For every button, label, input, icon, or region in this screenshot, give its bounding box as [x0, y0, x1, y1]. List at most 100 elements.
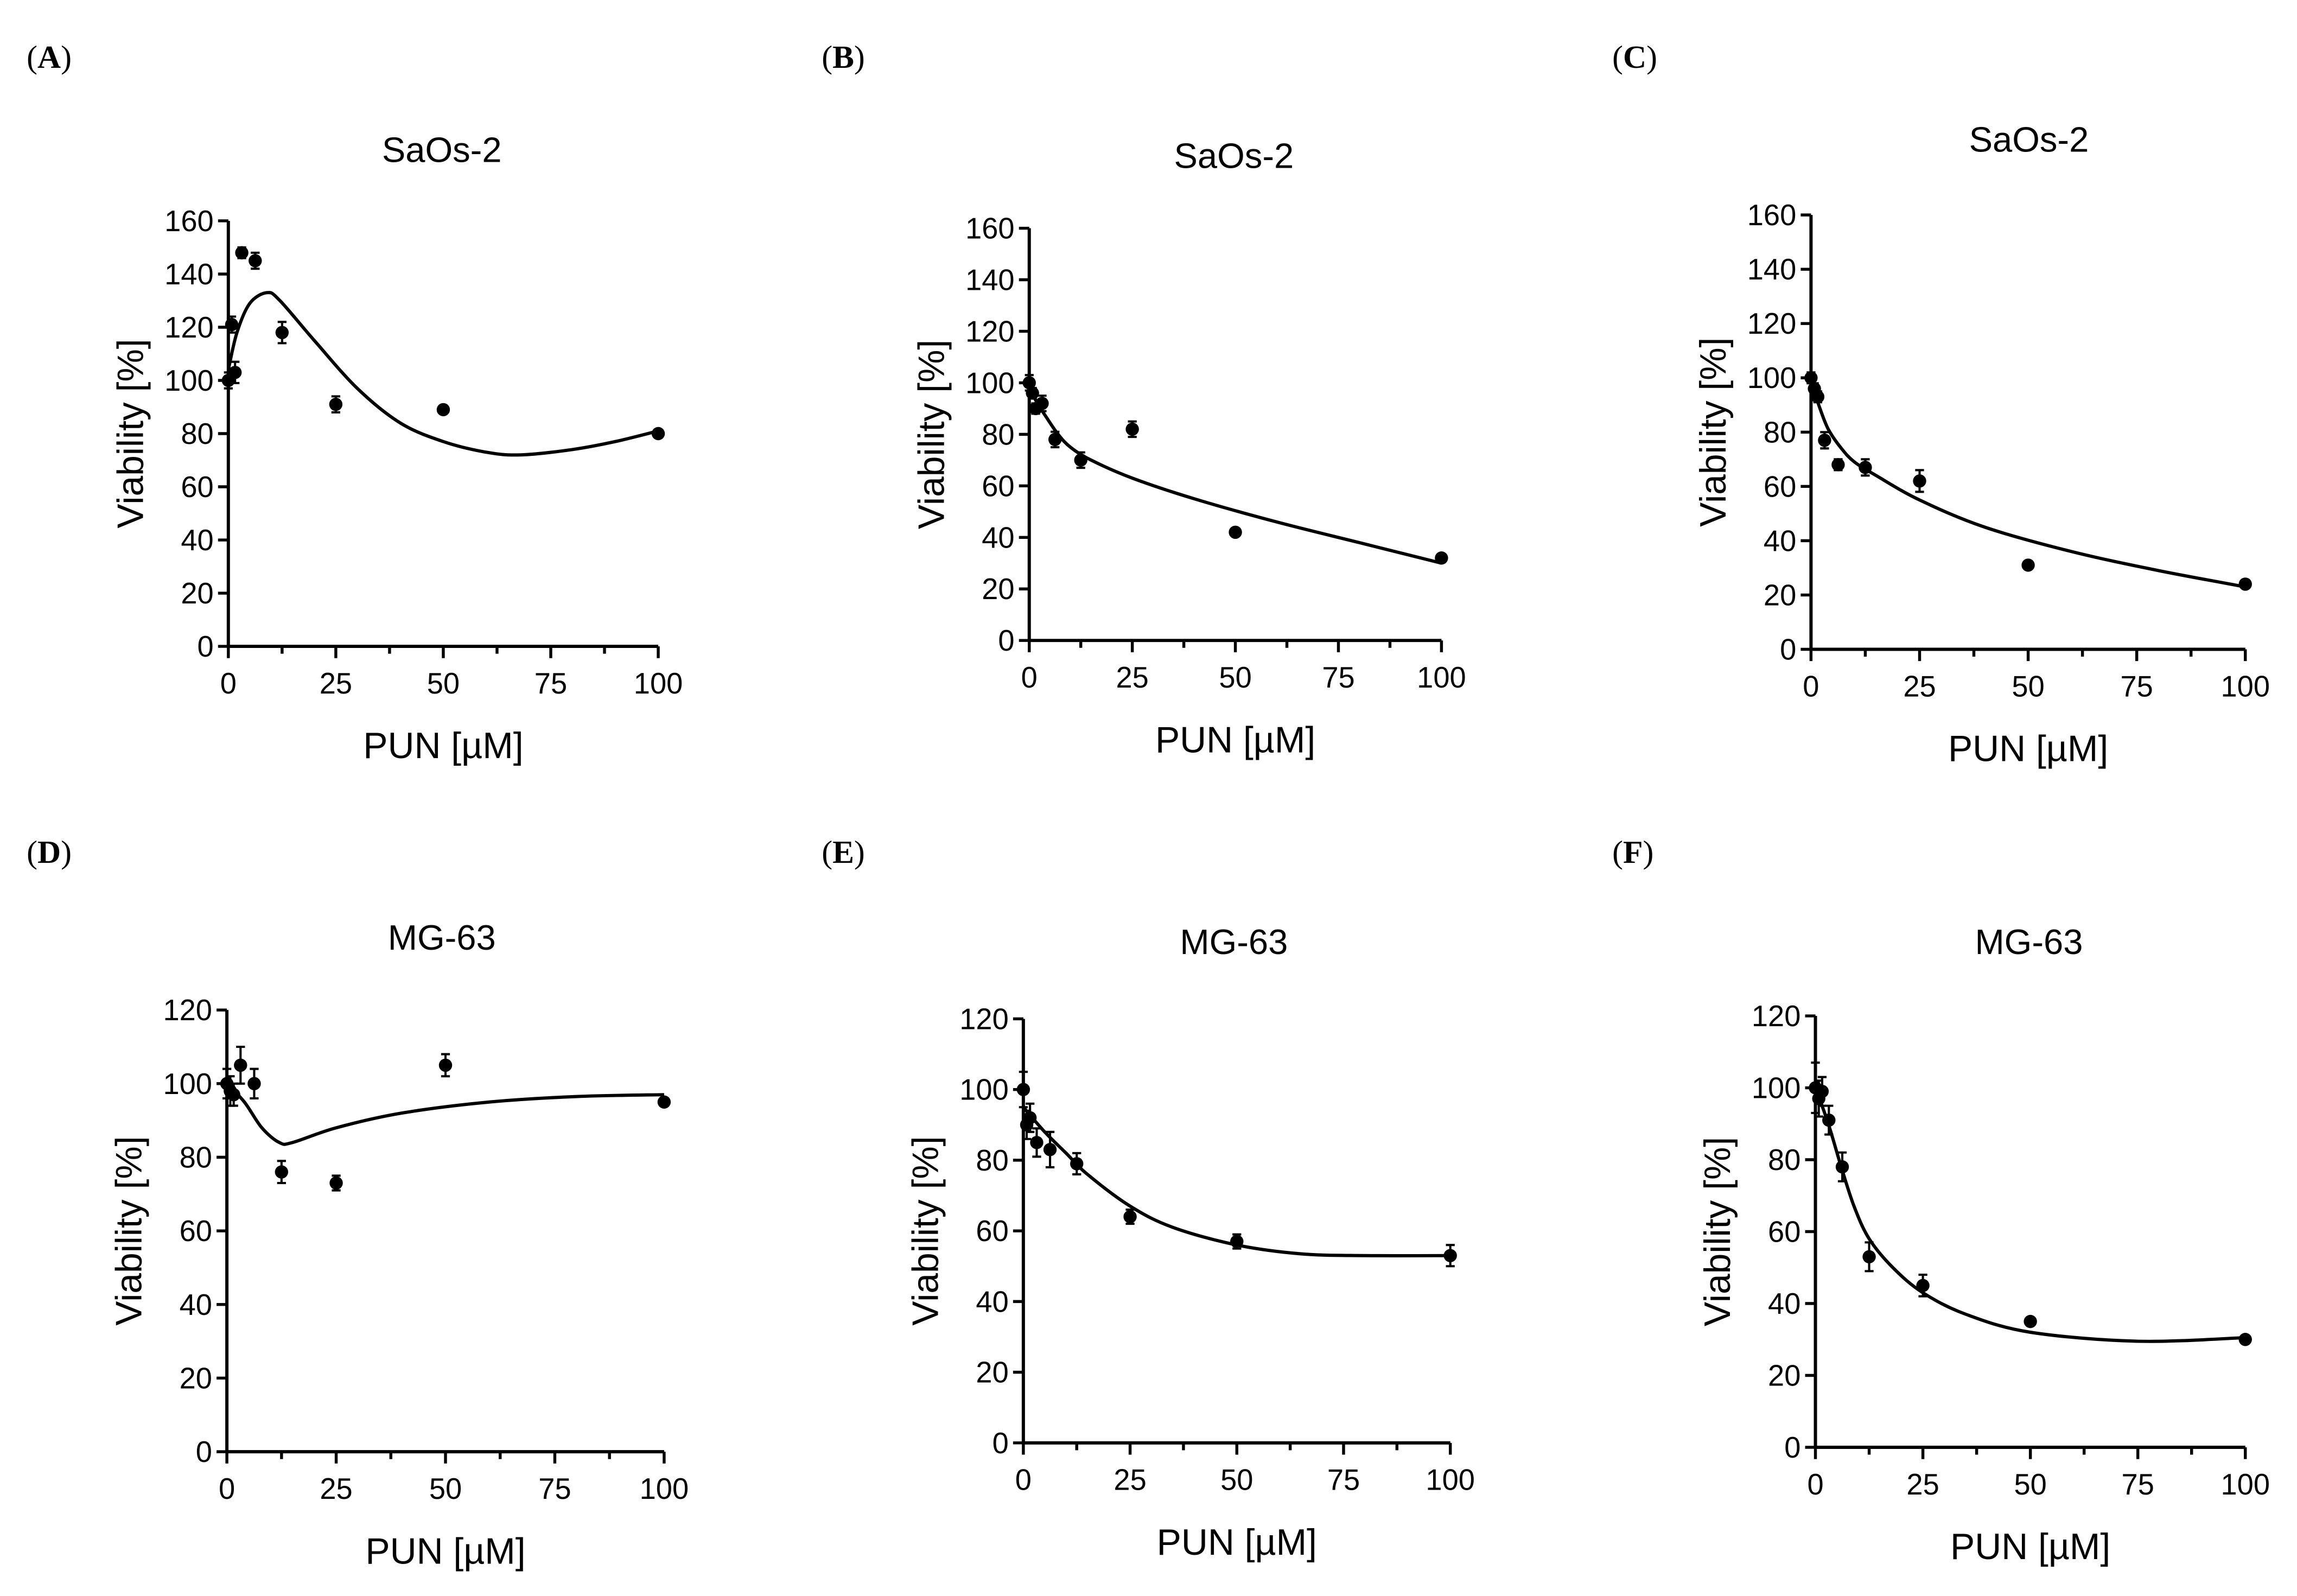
- panel-label: (F): [1612, 834, 1653, 870]
- y-tick-label: 100: [1752, 1072, 1801, 1105]
- x-tick-label: 25: [320, 1473, 352, 1505]
- chart-title: MG-63: [1180, 922, 1288, 962]
- chart-title: MG-63: [1975, 922, 2083, 962]
- x-tick-label: 50: [427, 667, 460, 700]
- y-tick-label: 120: [1747, 308, 1797, 340]
- data-point: [1123, 1210, 1137, 1224]
- fit-curve: [226, 291, 659, 457]
- x-tick-label: 25: [1116, 662, 1148, 694]
- y-tick-label: 120: [965, 315, 1015, 348]
- data-point: [657, 1095, 671, 1109]
- data-point: [1811, 390, 1825, 404]
- y-tick-label: 0: [1780, 633, 1796, 666]
- x-tick-label: 50: [1220, 1464, 1253, 1497]
- y-tick-label: 20: [1768, 1359, 1800, 1392]
- data-point: [1859, 461, 1872, 474]
- x-tick-label: 25: [1906, 1468, 1939, 1501]
- x-tick-label: 75: [2120, 670, 2153, 703]
- y-tick-label: 20: [181, 577, 213, 610]
- y-axis-label: Viability [%]: [906, 1136, 946, 1326]
- x-axis-label: PUN [µM]: [1950, 1527, 2110, 1567]
- data-point: [1815, 1084, 1829, 1098]
- y-axis-label: Viability [%]: [911, 340, 952, 529]
- y-tick-label: 40: [180, 1289, 212, 1321]
- x-tick-label: 0: [1021, 662, 1038, 694]
- y-tick-label: 40: [976, 1286, 1008, 1318]
- fit-curve: [225, 1082, 664, 1146]
- y-tick-label: 100: [1747, 362, 1797, 395]
- data-point: [1016, 1083, 1030, 1096]
- y-tick-label: 60: [1768, 1216, 1800, 1248]
- y-tick-label: 40: [1764, 525, 1796, 557]
- y-tick-label: 20: [982, 573, 1014, 606]
- x-tick-label: 0: [220, 667, 237, 700]
- y-tick-label: 160: [965, 213, 1015, 245]
- y-axis-label: Viability [%]: [1697, 1137, 1738, 1326]
- data-point: [234, 1058, 247, 1072]
- y-tick-label: 20: [976, 1357, 1008, 1389]
- y-tick-label: 60: [1764, 470, 1796, 503]
- data-point: [1043, 1143, 1057, 1156]
- data-point: [1822, 1113, 1836, 1127]
- data-point: [1125, 422, 1139, 436]
- panel-label: (A): [27, 39, 72, 75]
- y-tick-label: 0: [998, 625, 1014, 657]
- y-tick-label: 120: [1752, 1000, 1801, 1033]
- y-tick-label: 20: [1764, 579, 1796, 612]
- data-point: [1443, 1249, 1457, 1262]
- x-tick-label: 0: [219, 1473, 235, 1505]
- data-point: [329, 397, 343, 411]
- y-tick-label: 160: [1747, 199, 1797, 232]
- y-tick-label: 100: [164, 365, 214, 397]
- x-tick-label: 50: [2014, 1468, 2046, 1501]
- data-point: [1835, 1160, 1849, 1174]
- y-tick-label: 120: [164, 311, 214, 344]
- y-tick-label: 0: [1784, 1432, 1800, 1464]
- y-tick-label: 0: [196, 1436, 212, 1468]
- panel-label: (E): [822, 834, 865, 870]
- y-tick-label: 80: [1768, 1144, 1800, 1177]
- panel-F: (F) MG-63 0 20 40 60 80 100 120 0 25 50 75 100 PUN [µM…: [1612, 834, 2270, 1567]
- data-point: [227, 1088, 240, 1102]
- data-point: [1023, 1111, 1037, 1124]
- chart-title: MG-63: [388, 918, 496, 957]
- y-tick-label: 80: [1764, 416, 1796, 449]
- data-point: [275, 326, 289, 339]
- x-tick-label: 100: [1417, 662, 1466, 694]
- fit-curve: [1809, 380, 2246, 589]
- x-tick-label: 100: [634, 667, 683, 700]
- data-point: [1913, 474, 1926, 488]
- data-point: [249, 254, 262, 268]
- y-axis-label: Viability [%]: [1693, 338, 1734, 527]
- y-tick-label: 140: [1747, 253, 1797, 286]
- data-point: [2238, 577, 2252, 591]
- x-tick-label: 75: [535, 667, 567, 700]
- x-tick-label: 25: [1113, 1464, 1146, 1497]
- data-point: [438, 1058, 453, 1072]
- data-point: [651, 427, 665, 441]
- y-tick-label: 80: [982, 418, 1014, 451]
- x-axis-label: PUN [µM]: [363, 726, 523, 766]
- x-tick-label: 50: [1219, 662, 1251, 694]
- y-tick-label: 80: [180, 1141, 212, 1174]
- data-point: [2021, 558, 2035, 572]
- x-tick-label: 25: [320, 667, 352, 700]
- chart-title: SaOs-2: [382, 130, 502, 169]
- y-tick-label: 80: [181, 418, 213, 450]
- x-tick-label: 25: [1903, 670, 1936, 703]
- panel-E: (E) MG-63 0 20 40 60 80 100 120 0 25 50 75 100 PUN [µM…: [822, 834, 1475, 1563]
- data-point: [1818, 434, 1831, 447]
- data-point: [228, 366, 242, 379]
- data-point: [436, 403, 450, 417]
- data-point: [2024, 1314, 2037, 1328]
- data-point: [1804, 371, 1818, 385]
- x-tick-label: 100: [1426, 1464, 1475, 1497]
- fit-curve: [1814, 1087, 2245, 1343]
- data-point: [1035, 397, 1049, 410]
- y-tick-label: 80: [976, 1144, 1008, 1177]
- data-point: [1048, 433, 1062, 447]
- x-tick-label: 0: [1807, 1468, 1823, 1501]
- data-point: [1229, 525, 1242, 539]
- y-axis-label: Viability [%]: [110, 339, 151, 528]
- data-point: [1074, 453, 1087, 467]
